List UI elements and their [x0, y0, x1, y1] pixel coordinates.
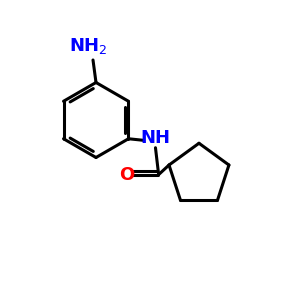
Text: NH$_2$: NH$_2$: [69, 35, 108, 56]
Text: NH: NH: [140, 129, 170, 147]
Text: O: O: [119, 166, 135, 184]
